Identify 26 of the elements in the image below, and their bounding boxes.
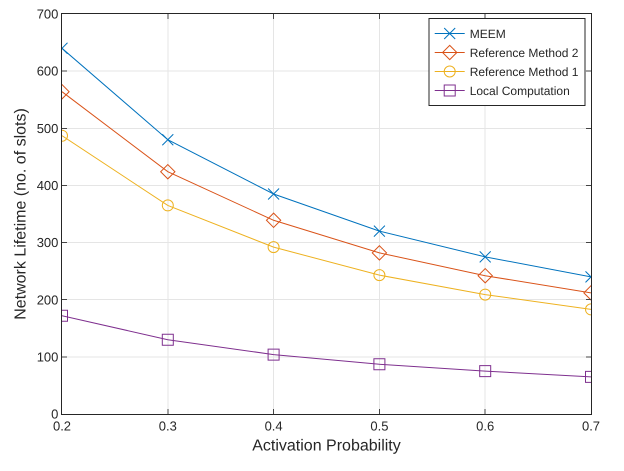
x-tick-label: 0.7 <box>582 418 600 434</box>
point <box>372 245 388 261</box>
x-tick-label: 0.3 <box>158 418 177 434</box>
x-tick-label: 0.6 <box>476 418 494 434</box>
legend-label: MEEM <box>470 27 506 42</box>
point <box>373 269 386 282</box>
x-tick-label: 0.4 <box>264 418 283 434</box>
y-tick-label: 500 <box>36 120 58 136</box>
point <box>373 225 386 238</box>
point <box>268 188 280 200</box>
point <box>268 241 280 254</box>
legend-label: Reference Method 2 <box>470 46 579 60</box>
y-tick-label: 300 <box>36 235 58 250</box>
legend-label: Local Computation <box>470 84 570 98</box>
y-tick-label: 200 <box>36 292 58 308</box>
y-tick-label: 700 <box>36 6 58 22</box>
x-tick-label: 0.5 <box>370 418 388 434</box>
legend-label: Reference Method 1 <box>470 65 579 80</box>
point <box>268 348 280 361</box>
point <box>373 358 386 370</box>
y-axis-title: Network Lifetime (no. of slots) <box>12 108 30 320</box>
y-tick-label: 100 <box>36 349 58 364</box>
y-tick-label: 400 <box>36 178 58 193</box>
x-axis-title: Activation Probability <box>252 437 401 454</box>
point <box>266 212 282 228</box>
y-tick-label: 600 <box>36 64 58 79</box>
